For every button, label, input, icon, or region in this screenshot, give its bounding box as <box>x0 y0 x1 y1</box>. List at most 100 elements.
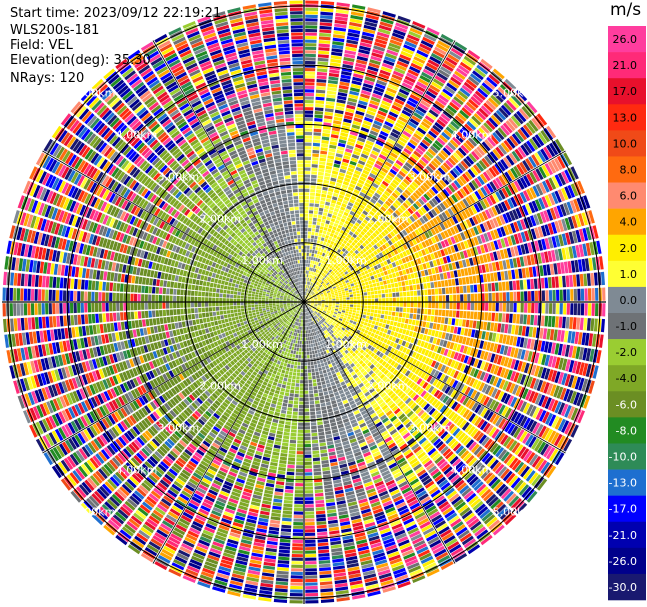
velocity-gate <box>313 465 320 469</box>
velocity-gate <box>314 129 322 133</box>
velocity-gate <box>350 297 353 299</box>
velocity-gate <box>560 303 563 314</box>
velocity-gate <box>304 196 309 199</box>
velocity-gate <box>357 293 360 296</box>
velocity-gate <box>319 230 323 234</box>
velocity-gate <box>309 207 313 210</box>
velocity-gate <box>343 298 346 300</box>
velocity-gate <box>387 330 391 335</box>
velocity-gate <box>425 303 428 308</box>
velocity-gate <box>315 486 323 490</box>
velocity-gate <box>322 464 330 468</box>
velocity-gate <box>320 450 327 454</box>
velocity-gate <box>450 303 453 310</box>
velocity-gate <box>324 227 328 231</box>
velocity-gate <box>311 235 314 238</box>
velocity-gate <box>349 312 352 315</box>
velocity-gate <box>306 323 307 326</box>
velocity-gate <box>304 228 307 231</box>
velocity-gate <box>321 457 328 461</box>
velocity-gate <box>358 273 362 277</box>
velocity-gate <box>442 303 445 309</box>
velocity-gate <box>326 434 332 438</box>
velocity-gate <box>374 313 378 317</box>
velocity-gate <box>316 83 326 87</box>
velocity-gate <box>354 297 357 300</box>
velocity-gate <box>488 283 492 291</box>
velocity-gate <box>308 221 312 224</box>
velocity-gate <box>448 318 452 325</box>
velocity-gate <box>312 157 318 161</box>
velocity-gate <box>378 310 382 314</box>
velocity-gate <box>497 272 501 281</box>
velocity-gate <box>574 289 577 301</box>
velocity-gate <box>366 274 370 278</box>
velocity-gate <box>366 285 370 289</box>
velocity-gate <box>362 283 366 287</box>
velocity-gate <box>580 318 584 330</box>
velocity-gate <box>431 309 435 315</box>
velocity-gate <box>305 192 310 195</box>
velocity-gate <box>305 54 316 57</box>
velocity-gate <box>329 375 333 379</box>
velocity-gate <box>324 373 328 377</box>
velocity-gate <box>315 372 319 376</box>
velocity-gate <box>346 295 349 297</box>
velocity-gate <box>485 303 488 311</box>
velocity-gate <box>384 315 388 319</box>
velocity-gate <box>313 354 316 357</box>
velocity-gate <box>321 381 325 385</box>
velocity-gate <box>325 298 328 299</box>
velocity-gate <box>322 303 325 304</box>
velocity-gate <box>312 161 318 165</box>
velocity-gate <box>312 164 318 168</box>
velocity-gate <box>506 292 509 301</box>
velocity-gate <box>326 368 330 372</box>
velocity-gate <box>495 283 499 292</box>
velocity-gate <box>330 241 334 245</box>
velocity-gate <box>326 499 335 503</box>
velocity-gate <box>552 303 555 314</box>
velocity-gate <box>584 303 587 315</box>
velocity-gate <box>489 303 492 311</box>
velocity-gate <box>381 315 385 319</box>
velocity-gate <box>356 311 359 314</box>
velocity-gate <box>427 283 431 289</box>
velocity-gate <box>329 145 336 149</box>
velocity-gate <box>414 291 417 296</box>
velocity-gate <box>325 488 334 492</box>
velocity-gate <box>312 154 319 158</box>
velocity-gate <box>524 291 527 301</box>
velocity-gate <box>425 296 428 301</box>
velocity-gate <box>308 369 311 372</box>
velocity-gate <box>351 283 355 286</box>
velocity-gate <box>331 400 336 404</box>
velocity-gate <box>443 325 447 332</box>
velocity-gate <box>390 279 394 284</box>
velocity-gate <box>321 223 325 227</box>
velocity-gate <box>467 285 471 292</box>
velocity-gate <box>316 90 325 94</box>
velocity-gate <box>367 309 370 312</box>
velocity-gate <box>510 292 513 301</box>
velocity-gate <box>364 292 367 295</box>
velocity-gate <box>368 281 372 285</box>
velocity-gate <box>521 303 524 313</box>
velocity-gate <box>304 217 308 220</box>
velocity-gate <box>331 218 336 222</box>
velocity-gate <box>414 308 417 313</box>
velocity-gate <box>374 325 378 329</box>
velocity-gate <box>435 267 439 274</box>
velocity-gate <box>362 286 366 289</box>
velocity-gate <box>316 225 320 229</box>
velocity-gate <box>402 329 406 334</box>
velocity-gate <box>363 325 367 329</box>
velocity-gate <box>308 366 311 369</box>
velocity-gate <box>316 97 325 101</box>
velocity-gate <box>357 296 360 299</box>
velocity-gate <box>321 237 325 241</box>
velocity-gate <box>304 224 307 227</box>
velocity-gate <box>320 446 327 450</box>
velocity-gate <box>323 250 326 254</box>
